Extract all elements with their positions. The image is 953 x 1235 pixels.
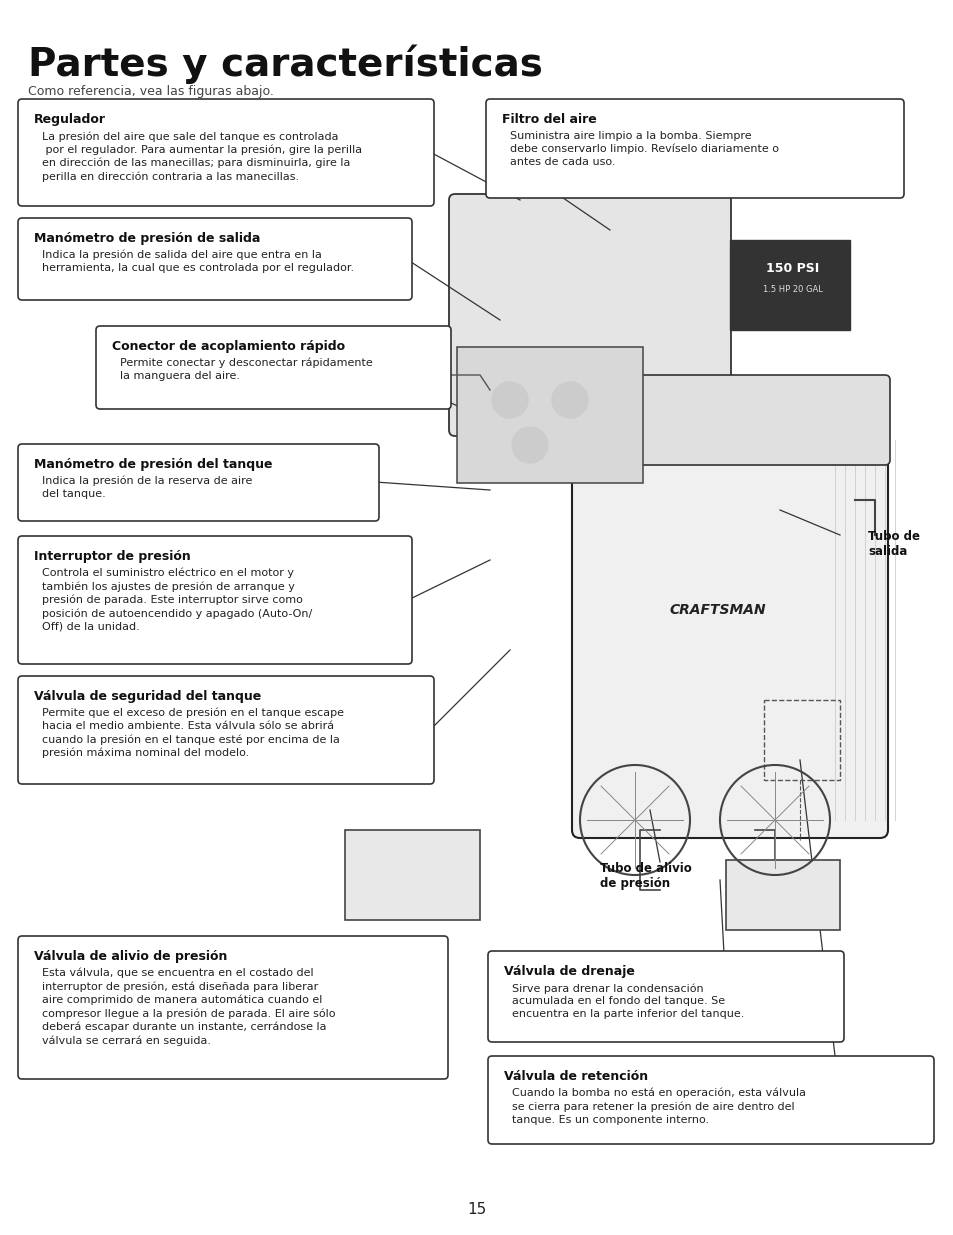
Text: Controla el suministro eléctrico en el motor y
también los ajustes de presión de: Controla el suministro eléctrico en el m…	[42, 568, 312, 632]
Text: Tubo de alivio
de presión: Tubo de alivio de presión	[599, 862, 691, 890]
Text: La presión del aire que sale del tanque es controlada
 por el regulador. Para au: La presión del aire que sale del tanque …	[42, 131, 362, 182]
FancyBboxPatch shape	[456, 347, 642, 483]
Text: Indica la presión de salida del aire que entra en la
herramienta, la cual que es: Indica la presión de salida del aire que…	[42, 249, 354, 273]
Bar	[725, 860, 840, 930]
FancyBboxPatch shape	[572, 422, 887, 839]
Text: Indica la presión de la reserva de aire
del tanque.: Indica la presión de la reserva de aire …	[42, 475, 253, 499]
Text: Conector de acoplamiento rápido: Conector de acoplamiento rápido	[112, 340, 345, 353]
FancyBboxPatch shape	[18, 676, 434, 784]
Text: CRAFTSMAN: CRAFTSMAN	[669, 603, 765, 618]
FancyBboxPatch shape	[18, 219, 412, 300]
Text: Sirve para drenar la condensación
acumulada en el fondo del tanque. Se
encuentra: Sirve para drenar la condensación acumul…	[512, 983, 743, 1019]
FancyBboxPatch shape	[18, 536, 412, 664]
FancyBboxPatch shape	[18, 99, 434, 206]
FancyBboxPatch shape	[488, 951, 843, 1042]
Text: Válvula de retención: Válvula de retención	[503, 1070, 647, 1083]
Text: Regulador: Regulador	[34, 112, 106, 126]
Bar	[729, 240, 849, 330]
Text: Manómetro de presión de salida: Manómetro de presión de salida	[34, 232, 260, 245]
Text: Tubo de
salida: Tubo de salida	[867, 530, 919, 558]
Text: Esta válvula, que se encuentra en el costado del
interruptor de presión, está di: Esta válvula, que se encuentra en el cos…	[42, 968, 335, 1046]
FancyBboxPatch shape	[550, 375, 889, 466]
FancyBboxPatch shape	[449, 194, 730, 436]
Circle shape	[512, 427, 547, 463]
FancyBboxPatch shape	[488, 1056, 933, 1144]
Text: Suministra aire limpio a la bomba. Siempre
debe conservarlo limpio. Revíselo dia: Suministra aire limpio a la bomba. Siemp…	[510, 131, 779, 167]
Text: Filtro del aire: Filtro del aire	[501, 112, 597, 126]
FancyBboxPatch shape	[96, 326, 451, 409]
Text: Interruptor de presión: Interruptor de presión	[34, 550, 191, 563]
Circle shape	[552, 382, 587, 417]
Text: Cuando la bomba no está en operación, esta válvula
se cierra para retener la pre: Cuando la bomba no está en operación, es…	[512, 1088, 805, 1125]
Bar	[763, 700, 840, 781]
Text: Válvula de alivio de presión: Válvula de alivio de presión	[34, 950, 227, 963]
Text: Permite que el exceso de presión en el tanque escape
hacia el medio ambiente. Es: Permite que el exceso de presión en el t…	[42, 708, 344, 758]
Text: 1.5 HP 20 GAL: 1.5 HP 20 GAL	[762, 285, 822, 294]
Text: Como referencia, vea las figuras abajo.: Como referencia, vea las figuras abajo.	[28, 85, 274, 98]
Text: Válvula de drenaje: Válvula de drenaje	[503, 965, 634, 978]
FancyBboxPatch shape	[485, 99, 903, 198]
Text: Permite conectar y desconectar rápidamente
la manguera del aire.: Permite conectar y desconectar rápidamen…	[120, 358, 373, 382]
Circle shape	[492, 382, 527, 417]
Bar	[345, 830, 479, 920]
FancyBboxPatch shape	[18, 445, 378, 521]
Text: 15: 15	[467, 1202, 486, 1216]
Text: Partes y características: Partes y características	[28, 44, 542, 84]
Text: Válvula de seguridad del tanque: Válvula de seguridad del tanque	[34, 690, 261, 703]
FancyBboxPatch shape	[18, 936, 448, 1079]
Text: Manómetro de presión del tanque: Manómetro de presión del tanque	[34, 458, 273, 471]
Text: 150 PSI: 150 PSI	[765, 262, 819, 275]
